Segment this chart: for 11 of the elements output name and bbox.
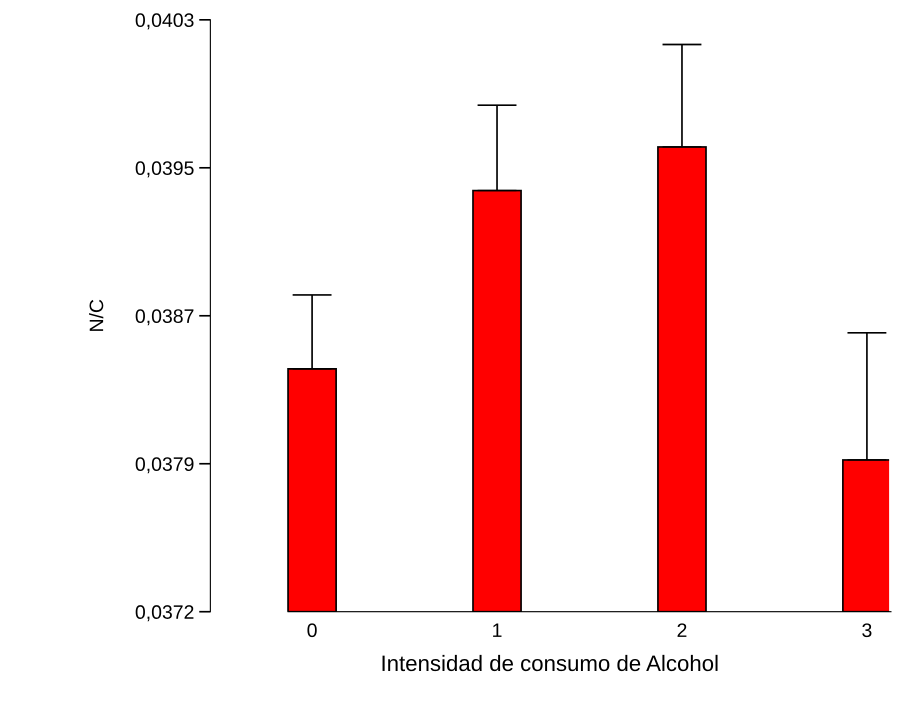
y-tick-label: 0,0403 (136, 13, 194, 30)
x-tick-label: 1 (493, 624, 502, 637)
x-tick-label: 2 (678, 623, 686, 637)
y-tick-label: 0,0387 (136, 309, 194, 326)
x-axis-title: Intensidad de consumo de Alcohol (382, 654, 718, 672)
y-tick-label: 0,0372 (136, 605, 194, 622)
y-axis-title: N/C (89, 300, 104, 331)
x-tick-label: 3 (862, 623, 872, 638)
x-tick-label: 0 (307, 623, 317, 638)
y-tick-label: 0,0395 (136, 161, 194, 178)
y-tick-label: 0,0379 (136, 457, 194, 474)
